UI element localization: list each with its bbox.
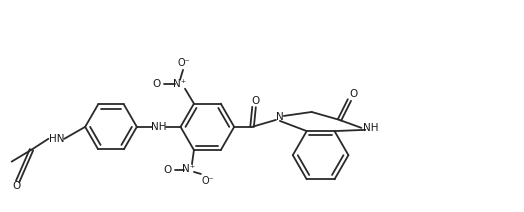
Text: O: O (152, 79, 160, 89)
Text: NH: NH (151, 122, 167, 132)
Text: N⁺: N⁺ (182, 164, 195, 174)
Text: NH: NH (363, 123, 378, 133)
Text: O: O (163, 165, 171, 175)
Text: N⁺: N⁺ (173, 79, 187, 89)
Text: N: N (276, 112, 284, 122)
Text: O: O (251, 96, 259, 106)
Text: O: O (350, 89, 357, 99)
Text: O⁻: O⁻ (178, 58, 190, 68)
Text: HN: HN (49, 134, 64, 144)
Text: O: O (13, 181, 21, 191)
Text: O⁻: O⁻ (202, 176, 214, 186)
